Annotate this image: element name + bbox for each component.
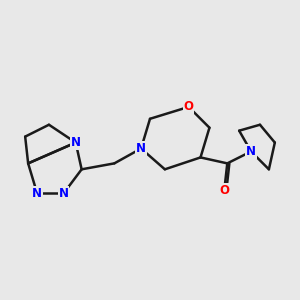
Text: O: O — [219, 184, 229, 196]
Text: N: N — [59, 187, 69, 200]
Text: N: N — [246, 145, 256, 158]
Text: N: N — [136, 142, 146, 155]
Text: N: N — [32, 187, 42, 200]
Text: N: N — [71, 136, 81, 149]
Text: O: O — [184, 100, 194, 113]
